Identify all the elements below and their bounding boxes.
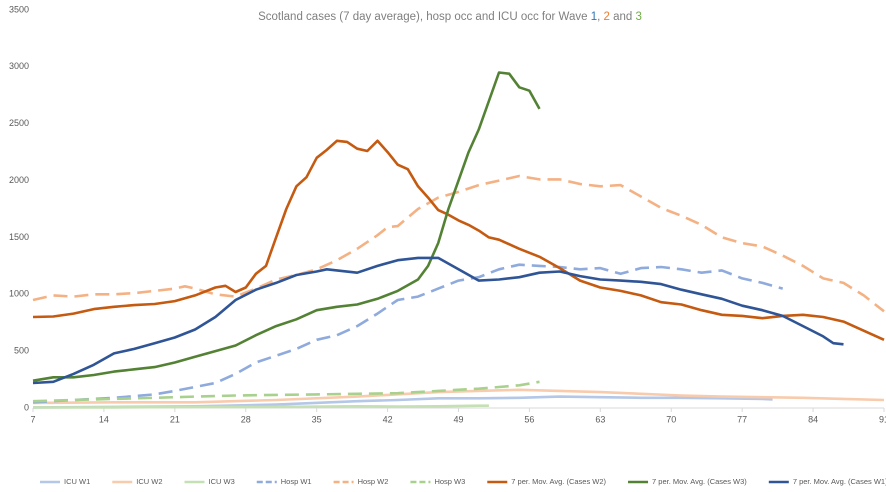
series-line bbox=[32, 139, 885, 341]
x-tick-label: 21 bbox=[170, 414, 180, 424]
x-tick-label: 14 bbox=[99, 414, 109, 424]
series-line bbox=[33, 404, 489, 409]
y-tick-label: 1000 bbox=[9, 289, 29, 299]
series-line bbox=[32, 256, 844, 385]
series-line bbox=[32, 380, 540, 403]
legend-label: 7 per. Mov. Avg. (Cases W2) bbox=[511, 477, 606, 486]
title-part: 3 bbox=[635, 11, 641, 23]
y-tick-label: 2000 bbox=[9, 175, 29, 185]
x-tick-label: 56 bbox=[524, 414, 534, 424]
series-line bbox=[32, 263, 784, 404]
title-part: , bbox=[597, 11, 603, 23]
y-tick-label: 3000 bbox=[9, 61, 29, 71]
legend-label: 7 per. Mov. Avg. (Cases W3) bbox=[652, 477, 747, 486]
legend-label: ICU W3 bbox=[209, 477, 235, 486]
title-part: and bbox=[610, 11, 636, 23]
x-tick-label: 42 bbox=[383, 414, 393, 424]
x-tick-label: 63 bbox=[595, 414, 605, 424]
legend-label: ICU W1 bbox=[64, 477, 90, 486]
title-part: 2 bbox=[604, 11, 610, 23]
x-tick-label: 91 bbox=[879, 414, 886, 424]
x-tick-label: 70 bbox=[666, 414, 676, 424]
chart-title: Scotland cases (7 day average), hosp occ… bbox=[258, 11, 642, 23]
legend-label: 7 per. Mov. Avg. (Cases W1) bbox=[793, 477, 886, 486]
title-part: Scotland cases (7 day average), hosp occ… bbox=[258, 11, 591, 23]
x-tick-label: 7 bbox=[30, 414, 35, 424]
y-tick-label: 2500 bbox=[9, 118, 29, 128]
x-tick-label: 49 bbox=[453, 414, 463, 424]
series-line bbox=[32, 71, 541, 382]
legend-label: Hosp W1 bbox=[281, 477, 312, 486]
legend-label: Hosp W2 bbox=[358, 477, 389, 486]
y-tick-label: 1500 bbox=[9, 232, 29, 242]
x-tick-label: 77 bbox=[737, 414, 747, 424]
title-part: 1 bbox=[591, 11, 597, 23]
series-line bbox=[32, 388, 885, 405]
x-tick-label: 28 bbox=[241, 414, 251, 424]
y-tick-label: 500 bbox=[14, 346, 29, 356]
y-tick-label: 0 bbox=[24, 402, 29, 412]
series-line bbox=[32, 395, 773, 409]
y-tick-label: 3500 bbox=[9, 4, 29, 14]
legend-label: ICU W2 bbox=[136, 477, 162, 486]
series-line bbox=[32, 174, 885, 313]
x-tick-label: 35 bbox=[312, 414, 322, 424]
legend-label: Hosp W3 bbox=[434, 477, 465, 486]
x-tick-label: 84 bbox=[808, 414, 818, 424]
